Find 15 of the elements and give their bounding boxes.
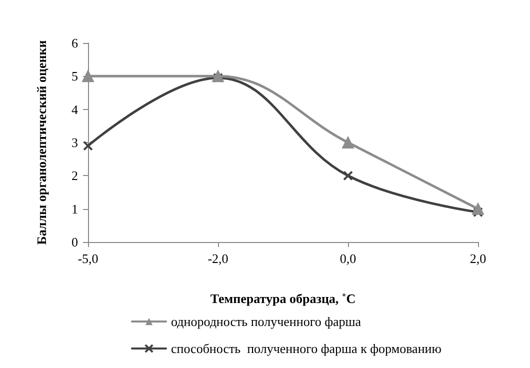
y-tick-label: 5: [72, 68, 78, 84]
legend-label: способность полученного фарша к формованию: [171, 341, 442, 356]
legend-label: однородность полученного фарша: [171, 314, 362, 329]
y-tick-label: 6: [72, 36, 78, 50]
y-tick-label: 2: [72, 168, 78, 184]
y-tick-label: 1: [72, 201, 78, 216]
x-axis-title: Температура образца, ˚C: [210, 291, 356, 306]
x-tick-label: -5,0: [78, 251, 98, 266]
x-tick-label: 2,0: [470, 251, 486, 266]
y-tick-label: 3: [72, 135, 78, 150]
y-tick-label: 4: [72, 102, 78, 117]
x-tick-label: -2,0: [208, 251, 228, 266]
y-tick-label: 0: [72, 234, 78, 250]
x-tick-label: 0,0: [340, 251, 356, 266]
y-axis-title: Баллы органолептический оценки: [34, 40, 49, 245]
